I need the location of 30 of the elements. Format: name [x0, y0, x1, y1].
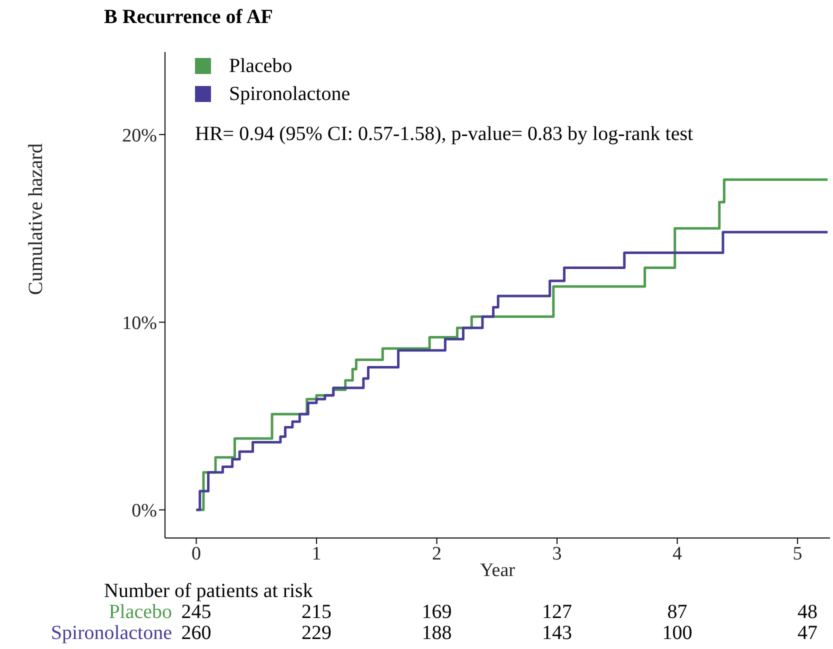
text: 87 — [666, 601, 688, 624]
chart-title: B Recurrence of AF — [104, 6, 274, 29]
legend-label: Placebo — [229, 54, 292, 78]
legend-label: Spironolactone — [229, 82, 350, 106]
text: 143 — [541, 622, 574, 645]
y-tick-label: 20% — [122, 125, 158, 146]
text: 215 — [300, 601, 333, 624]
text: 229 — [300, 622, 333, 645]
text: 260 — [180, 622, 212, 645]
x-tick-label: 1 — [312, 543, 322, 564]
y-tick-label: 0% — [132, 500, 158, 522]
annotation: HR= 0.94 (95% CI: 0.57-1.58), p-value= 0.83 by log-rank test — [195, 123, 694, 146]
text: Spironolactone — [50, 622, 172, 645]
text: 169 — [420, 601, 453, 624]
y-tick-label: 10% — [122, 312, 158, 334]
text: 48 — [796, 601, 818, 624]
x-tick-label: 3 — [552, 543, 562, 564]
text: 245 — [180, 601, 212, 624]
text: Number of patients at risk — [104, 580, 313, 603]
y-axis-title: Cumulative hazard — [25, 143, 48, 295]
x-tick-label: 5 — [792, 543, 802, 564]
x-axis-title: Year — [480, 560, 516, 581]
text: Placebo — [108, 601, 172, 624]
text: 47 — [796, 622, 818, 645]
x-tick-label: 4 — [672, 543, 683, 564]
x-tick-label: 0 — [192, 543, 202, 564]
text: 127 — [541, 601, 574, 624]
text: 188 — [420, 622, 453, 645]
x-tick-label: 2 — [432, 543, 442, 564]
text: 100 — [661, 622, 694, 645]
